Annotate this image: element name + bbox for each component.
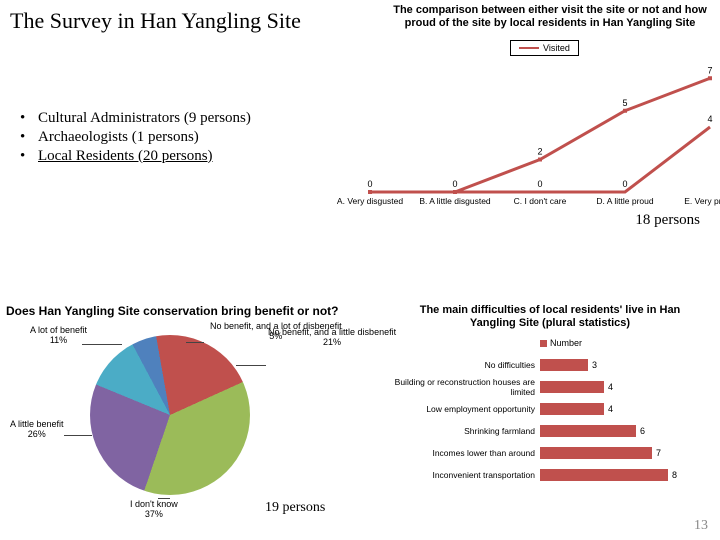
svg-text:5: 5 [622,98,627,108]
bar-chart-legend: Number [540,338,582,348]
line-chart-legend: Visited [510,40,579,56]
bar-row: Low employment opportunity4 [380,398,710,420]
svg-text:D. A little proud: D. A little proud [596,196,653,206]
line-chart: 00257004A. Very disgustedB. A little dis… [370,62,710,202]
line-chart-title: The comparison between either visit the … [390,4,710,30]
bar-row: Building or reconstruction houses are li… [380,376,710,398]
bar-row: No difficulties3 [380,354,710,376]
pie-chart-persons: 19 persons [265,500,325,516]
svg-text:0: 0 [367,179,372,189]
svg-text:A. Very disgusted: A. Very disgusted [337,196,403,206]
legend-label: Visited [543,43,570,53]
bar-legend-swatch [540,340,547,347]
bar-row: Inconvenient transportation8 [380,464,710,486]
line-chart-persons: 18 persons [635,212,700,229]
pie-chart-title: Does Han Yangling Site conservation brin… [6,304,338,318]
main-title: The Survey in Han Yangling Site [10,8,301,34]
svg-text:C. I don't care: C. I don't care [514,196,567,206]
bar-chart-title: The main difficulties of local residents… [400,304,700,330]
pie-slice-label: A lot of benefit11% [30,326,87,346]
bullet-item: •Local Residents (20 persons) [20,148,251,165]
bar-row: Shrinking farmland6 [380,420,710,442]
svg-text:0: 0 [537,179,542,189]
bar-chart: No difficulties3Building or reconstructi… [380,354,710,486]
svg-text:E. Very proud: E. Very proud [684,196,720,206]
svg-text:4: 4 [707,114,712,124]
bullet-item: •Archaeologists (1 persons) [20,129,251,146]
pie-slice-label: A little benefit26% [10,420,64,440]
pie-slice-label: I don't know37% [130,500,178,520]
svg-text:0: 0 [452,179,457,189]
svg-text:B. A little disgusted: B. A little disgusted [419,196,491,206]
bar-legend-label: Number [550,338,582,348]
svg-text:2: 2 [537,147,542,157]
bar-row: Incomes lower than around7 [380,442,710,464]
pie-slice-label: No benefit, and a little disbenefit21% [268,328,396,348]
bullet-item: •Cultural Administrators (9 persons) [20,110,251,127]
legend-swatch [519,47,539,49]
page-number: 13 [694,518,708,534]
pie-chart [90,335,250,495]
svg-text:7: 7 [707,65,712,75]
survey-bullets: •Cultural Administrators (9 persons) •Arc… [20,110,251,167]
svg-text:0: 0 [622,179,627,189]
